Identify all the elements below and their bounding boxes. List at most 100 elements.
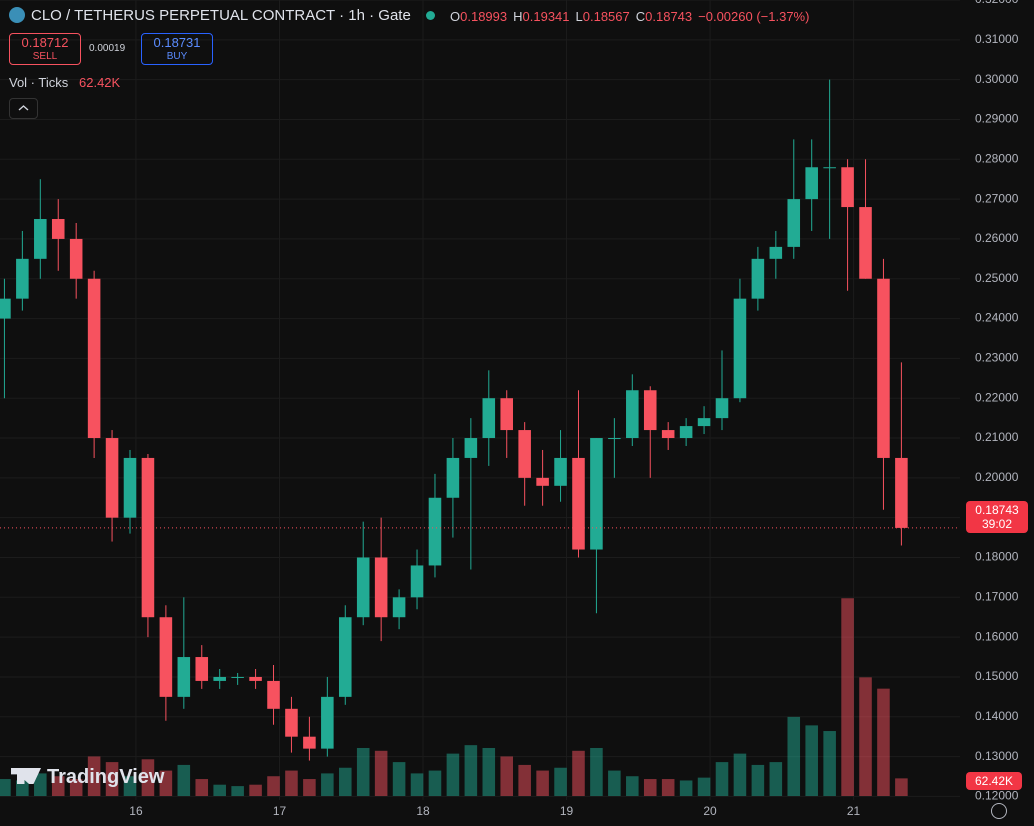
candle-body xyxy=(643,390,657,431)
candle-body xyxy=(590,438,603,550)
candle-body xyxy=(231,676,244,678)
candle-body xyxy=(572,457,585,550)
volume-bar xyxy=(87,756,101,796)
y-tick-label: 0.30000 xyxy=(975,72,1019,86)
x-tick-label: 21 xyxy=(847,804,861,818)
candle-body xyxy=(374,557,388,618)
volume-bar xyxy=(285,770,298,796)
candle-body xyxy=(123,457,137,518)
candle-body xyxy=(34,219,47,259)
x-tick-label: 16 xyxy=(129,804,143,818)
candle-body xyxy=(285,708,298,737)
buy-button[interactable]: 0.18731 BUY xyxy=(141,33,213,65)
volume-bar xyxy=(590,747,603,796)
candle-body xyxy=(16,258,29,299)
volume-bar xyxy=(518,764,531,796)
ohlc-key: O xyxy=(450,9,461,24)
volume-bar xyxy=(841,598,854,796)
candle-body xyxy=(500,398,514,431)
volume-bar xyxy=(410,773,424,796)
candle-body xyxy=(751,258,765,299)
candle-body xyxy=(661,430,675,439)
volume-bar xyxy=(733,753,747,796)
candle-body xyxy=(895,457,908,528)
candle-body xyxy=(626,390,639,439)
volume-bar xyxy=(69,779,83,796)
candle-body xyxy=(321,696,334,749)
price-axis-bg xyxy=(960,0,1034,826)
ohlc-key: C xyxy=(635,9,646,24)
candle-body xyxy=(536,477,549,486)
candle-body xyxy=(482,398,496,439)
volume-bar xyxy=(338,767,352,796)
ohlc-value: 0.18993 xyxy=(460,9,508,24)
candle-body xyxy=(787,199,801,247)
ohlc-value: 0.18567 xyxy=(582,9,630,24)
y-tick-label: 0.28000 xyxy=(975,151,1019,165)
sell-label: SELL xyxy=(32,51,58,62)
candle-body xyxy=(446,457,460,498)
settings-icon[interactable] xyxy=(991,803,1007,819)
volume-bar xyxy=(249,784,262,796)
y-tick-label: 0.16000 xyxy=(975,629,1019,643)
candle-body xyxy=(338,617,352,697)
volume-bar xyxy=(195,779,209,796)
volume-bar xyxy=(392,762,406,796)
sell-button[interactable]: 0.18712 SELL xyxy=(9,33,81,65)
countdown: 39:02 xyxy=(981,517,1013,531)
volume-bar xyxy=(0,779,11,796)
last-price-tag: 0.18743 39:02 xyxy=(966,501,1028,533)
volume-legend-name: Vol · Ticks xyxy=(9,75,69,90)
volume-bar xyxy=(231,786,244,796)
candle-body xyxy=(679,426,693,439)
ohlc-value: 0.19341 xyxy=(522,9,570,24)
candle-body xyxy=(859,207,872,279)
y-tick-label: 0.32000 xyxy=(975,0,1019,6)
ohlc-legend: O0.18993 H0.19341 L0.18567 C0.18743 −0.00260… xyxy=(450,9,809,24)
spread: 0.00019 xyxy=(89,43,126,54)
y-tick-label: 0.22000 xyxy=(975,390,1019,404)
candle-body xyxy=(303,736,316,749)
volume-bar xyxy=(105,762,119,796)
candle-body xyxy=(267,680,280,709)
volume-bar xyxy=(859,677,872,796)
candle-body xyxy=(554,457,567,486)
volume-bar xyxy=(751,764,765,796)
candle-body xyxy=(715,398,729,419)
volume-bar xyxy=(823,731,836,796)
volume-bar xyxy=(769,762,783,796)
volume-bar xyxy=(177,764,191,796)
candle-body xyxy=(195,657,209,681)
volume-bar xyxy=(715,762,729,796)
volume-bar xyxy=(679,780,693,796)
y-tick-label: 0.26000 xyxy=(975,231,1019,245)
volume-bar xyxy=(536,770,549,796)
volume-bar xyxy=(697,777,711,796)
candle-body xyxy=(141,457,155,618)
status-dot xyxy=(426,11,435,20)
x-tick-label: 20 xyxy=(703,804,717,818)
ohlc-key: H xyxy=(513,9,523,24)
candle-body xyxy=(823,167,836,169)
volume-bar xyxy=(16,780,29,796)
y-tick-label: 0.18000 xyxy=(975,550,1019,564)
candle-body xyxy=(69,238,83,279)
candle-body xyxy=(249,676,262,681)
y-tick-label: 0.31000 xyxy=(975,32,1019,46)
volume-bar xyxy=(554,767,567,796)
volume-bar xyxy=(626,776,639,796)
y-tick-label: 0.21000 xyxy=(975,430,1019,444)
volume-bar xyxy=(482,747,496,796)
candle-body xyxy=(805,167,818,200)
y-tick-label: 0.13000 xyxy=(975,749,1019,763)
volume-bar xyxy=(572,750,585,796)
collapse-button[interactable] xyxy=(9,98,38,119)
volume-bar xyxy=(213,784,226,796)
volume-legend-value: 62.42K xyxy=(79,75,121,90)
volume-bar xyxy=(446,753,460,796)
volume-bar xyxy=(428,770,442,796)
candle-body xyxy=(877,278,890,458)
volume-bar xyxy=(159,770,173,796)
volume-bar xyxy=(895,778,908,796)
